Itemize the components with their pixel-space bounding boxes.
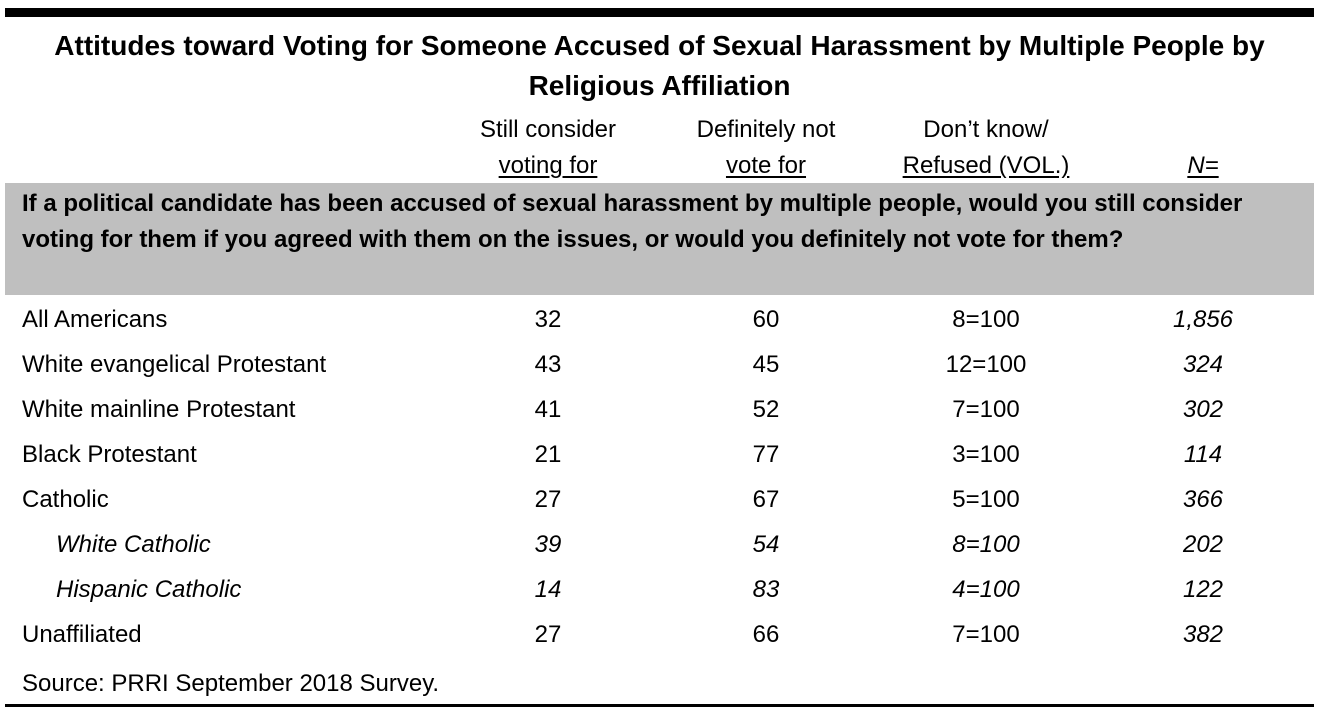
table-title: Attitudes toward Voting for Someone Accu… <box>54 30 1265 101</box>
column-header-line2: vote for <box>725 152 807 179</box>
source-note: Source: PRRI September 2018 Survey. <box>22 670 440 697</box>
survey-question: If a political candidate has been accuse… <box>22 190 1243 253</box>
cell-definitely-not: 45 <box>752 351 780 378</box>
column-header-line1: Still consider <box>479 116 617 143</box>
question-band <box>5 183 1314 295</box>
cell-definitely-not: 77 <box>752 441 780 468</box>
cell-still-consider: 43 <box>534 351 562 378</box>
row-label: Hispanic Catholic <box>56 576 242 603</box>
table-row: White mainline Protestant 41 52 7=100 30… <box>0 387 1322 432</box>
row-label: White evangelical Protestant <box>22 351 327 378</box>
row-label: White mainline Protestant <box>22 396 296 423</box>
cell-dont-know: 3=100 <box>952 441 1020 468</box>
cell-dont-know: 7=100 <box>952 396 1020 423</box>
cell-dont-know: 4=100 <box>952 576 1020 603</box>
cell-still-consider: 27 <box>534 621 562 648</box>
cell-definitely-not: 52 <box>752 396 780 423</box>
cell-still-consider: 41 <box>534 396 562 423</box>
cell-n: 1,856 <box>1172 306 1234 333</box>
cell-definitely-not: 60 <box>752 306 780 333</box>
table-row: Hispanic Catholic 14 83 4=100 122 <box>0 567 1322 612</box>
column-header-line1: Definitely not <box>696 116 836 143</box>
table-row: Unaffiliated 27 66 7=100 382 <box>0 612 1322 657</box>
column-header-line2: N= <box>1187 152 1219 179</box>
column-header-definitely-not: Definitely not vote for <box>676 112 856 184</box>
cell-dont-know: 5=100 <box>952 486 1020 513</box>
cell-n: 122 <box>1182 576 1224 603</box>
cell-n: 324 <box>1182 351 1224 378</box>
cell-dont-know: 8=100 <box>952 531 1020 558</box>
cell-definitely-not: 54 <box>752 531 780 558</box>
cell-still-consider: 21 <box>534 441 562 468</box>
column-header-dont-know: Don’t know/ Refused (VOL.) <box>881 112 1091 184</box>
cell-dont-know: 12=100 <box>945 351 1027 378</box>
cell-still-consider: 27 <box>534 486 562 513</box>
cell-n: 366 <box>1182 486 1224 513</box>
column-header-line1: Don’t know/ <box>923 116 1049 143</box>
row-label: White Catholic <box>56 531 211 558</box>
cell-n: 302 <box>1182 396 1224 423</box>
cell-still-consider: 14 <box>534 576 562 603</box>
cell-dont-know: 7=100 <box>952 621 1020 648</box>
top-rule <box>5 8 1314 17</box>
table-row: Catholic 27 67 5=100 366 <box>0 477 1322 522</box>
row-label: All Americans <box>22 306 168 333</box>
cell-dont-know: 8=100 <box>952 306 1020 333</box>
cell-n: 114 <box>1183 441 1223 468</box>
table-row: White evangelical Protestant 43 45 12=10… <box>0 342 1322 387</box>
column-header-line2: Refused (VOL.) <box>902 152 1070 179</box>
cell-n: 382 <box>1182 621 1224 648</box>
cell-n: 202 <box>1182 531 1224 558</box>
column-header-still-consider: Still consider voting for <box>468 112 628 184</box>
column-header-n: N= <box>1123 112 1283 184</box>
row-label: Catholic <box>22 486 109 513</box>
row-label: Unaffiliated <box>22 621 142 648</box>
cell-still-consider: 32 <box>534 306 562 333</box>
table-row: All Americans 32 60 8=100 1,856 <box>0 297 1322 342</box>
cell-definitely-not: 83 <box>752 576 780 603</box>
bottom-rule <box>5 704 1314 707</box>
cell-definitely-not: 67 <box>752 486 780 513</box>
column-header-line2: voting for <box>498 152 598 179</box>
column-header-line1 <box>1123 112 1283 148</box>
cell-definitely-not: 66 <box>752 621 780 648</box>
row-label: Black Protestant <box>22 441 197 468</box>
cell-still-consider: 39 <box>534 531 562 558</box>
table-row: Black Protestant 21 77 3=100 114 <box>0 432 1322 477</box>
table-row: White Catholic 39 54 8=100 202 <box>0 522 1322 567</box>
